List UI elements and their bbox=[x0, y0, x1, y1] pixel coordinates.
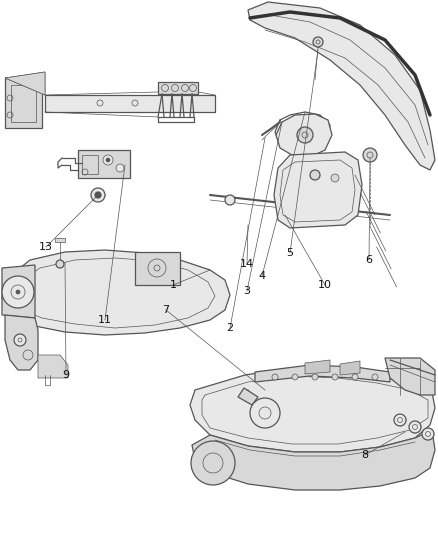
Polygon shape bbox=[276, 114, 332, 157]
Text: 8: 8 bbox=[361, 450, 368, 460]
Polygon shape bbox=[45, 95, 215, 112]
Polygon shape bbox=[5, 72, 45, 95]
Circle shape bbox=[191, 441, 235, 485]
Circle shape bbox=[422, 428, 434, 440]
Text: 3: 3 bbox=[244, 286, 251, 296]
Circle shape bbox=[332, 374, 338, 380]
Circle shape bbox=[16, 290, 20, 294]
Circle shape bbox=[225, 195, 235, 205]
Circle shape bbox=[394, 414, 406, 426]
Circle shape bbox=[103, 155, 113, 165]
Text: 2: 2 bbox=[226, 323, 233, 333]
Polygon shape bbox=[5, 72, 45, 95]
Circle shape bbox=[372, 374, 378, 380]
Polygon shape bbox=[274, 152, 362, 228]
Text: 13: 13 bbox=[39, 242, 53, 252]
Polygon shape bbox=[78, 150, 130, 178]
Circle shape bbox=[250, 398, 280, 428]
Circle shape bbox=[14, 334, 26, 346]
Polygon shape bbox=[255, 365, 390, 382]
Polygon shape bbox=[158, 82, 198, 94]
Circle shape bbox=[409, 421, 421, 433]
Circle shape bbox=[312, 374, 318, 380]
Text: 5: 5 bbox=[286, 248, 293, 258]
Circle shape bbox=[95, 192, 101, 198]
Text: 11: 11 bbox=[98, 315, 112, 325]
Polygon shape bbox=[192, 430, 435, 490]
Circle shape bbox=[363, 148, 377, 162]
Circle shape bbox=[331, 174, 339, 182]
Polygon shape bbox=[305, 360, 330, 374]
Circle shape bbox=[272, 374, 278, 380]
Circle shape bbox=[116, 164, 124, 172]
Polygon shape bbox=[385, 358, 435, 395]
Polygon shape bbox=[5, 78, 42, 128]
Polygon shape bbox=[340, 361, 360, 375]
Polygon shape bbox=[238, 388, 258, 405]
Circle shape bbox=[2, 276, 34, 308]
Circle shape bbox=[56, 260, 64, 268]
Circle shape bbox=[91, 188, 105, 202]
Text: 1: 1 bbox=[170, 280, 177, 290]
Circle shape bbox=[310, 170, 320, 180]
Polygon shape bbox=[5, 315, 38, 370]
Circle shape bbox=[106, 158, 110, 162]
Polygon shape bbox=[2, 265, 35, 318]
Text: 10: 10 bbox=[318, 280, 332, 290]
Polygon shape bbox=[190, 368, 435, 452]
Text: 14: 14 bbox=[240, 259, 254, 269]
Text: 4: 4 bbox=[258, 271, 265, 281]
Polygon shape bbox=[135, 252, 180, 285]
Circle shape bbox=[313, 37, 323, 47]
Circle shape bbox=[292, 374, 298, 380]
Text: 7: 7 bbox=[162, 305, 170, 315]
Text: 6: 6 bbox=[365, 255, 372, 265]
Text: 9: 9 bbox=[63, 370, 70, 380]
Polygon shape bbox=[38, 355, 68, 378]
Polygon shape bbox=[248, 2, 435, 170]
Polygon shape bbox=[55, 238, 65, 242]
Polygon shape bbox=[2, 250, 230, 335]
Circle shape bbox=[297, 127, 313, 143]
Circle shape bbox=[352, 374, 358, 380]
